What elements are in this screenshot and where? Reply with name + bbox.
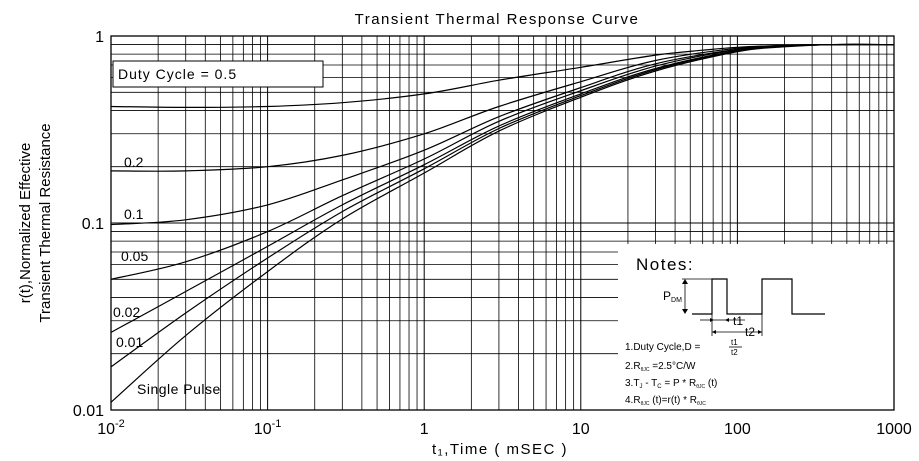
notes-title: Notes: [636, 255, 694, 274]
x-tick-label-4: 100 [724, 421, 751, 438]
note-3: 3.TJ - TC = P * RθJC (t) [625, 378, 717, 390]
y-tick-label-1: 0.1 [82, 216, 104, 233]
pdm-label: PDM [663, 289, 682, 304]
x-tick-label-2: 1 [420, 421, 429, 438]
y-axis-label-line-2: Transient Thermal Resistance [37, 123, 54, 322]
t1-label: t1 [733, 314, 743, 328]
y-axis-label-line-1: r(t),Normalized Effective [17, 143, 34, 304]
series-label-0.2: 0.2 [124, 154, 144, 170]
note-1-numerator: t1 [731, 338, 738, 347]
series-line-6 [110, 43, 895, 403]
pulse-waveform-icon [692, 278, 825, 315]
series-label-0.01: 0.01 [116, 334, 143, 350]
series-label-0.1: 0.1 [124, 206, 144, 222]
x-tick-label-1: 10-1 [254, 418, 282, 438]
note-1-denominator: t2 [731, 348, 738, 357]
note-2: 2.RθJC =2.5°C/W [625, 361, 696, 373]
notes-panel: Notes: PDM t1 t2 1.Duty Cycle,D = t1 t2 … [618, 244, 895, 410]
duty-cycle-label-box [112, 60, 324, 88]
series-label-0.02: 0.02 [113, 304, 140, 320]
x-axis-ticks: 10-2 10-1 1 10 100 1000 [97, 418, 912, 438]
x-tick-label-3: 10 [572, 421, 590, 438]
chart-title: Transient Thermal Response Curve [355, 11, 640, 28]
t2-label: t2 [745, 325, 755, 339]
plot-frame [110, 35, 895, 411]
notes-background [618, 244, 895, 410]
y-tick-label-2: 0.01 [73, 403, 104, 420]
note-4: 4.RθJC (t)=r(t) * RθJC [625, 395, 706, 407]
x-axis-label: t₁,Time ( mSEC ) [432, 441, 568, 458]
series-label-single-pulse: Single Pulse [137, 381, 221, 397]
y-axis-ticks: 1 0.1 0.01 [73, 29, 104, 420]
series-label-duty-0.5: Duty Cycle = 0.5 [118, 66, 237, 82]
x-tick-label-0: 10-2 [97, 418, 125, 438]
curve-group [110, 43, 895, 403]
y-tick-label-0: 1 [95, 29, 104, 46]
x-tick-label-5: 1000 [876, 421, 912, 438]
series-label-0.05: 0.05 [121, 248, 148, 264]
note-1: 1.Duty Cycle,D = [625, 342, 700, 353]
